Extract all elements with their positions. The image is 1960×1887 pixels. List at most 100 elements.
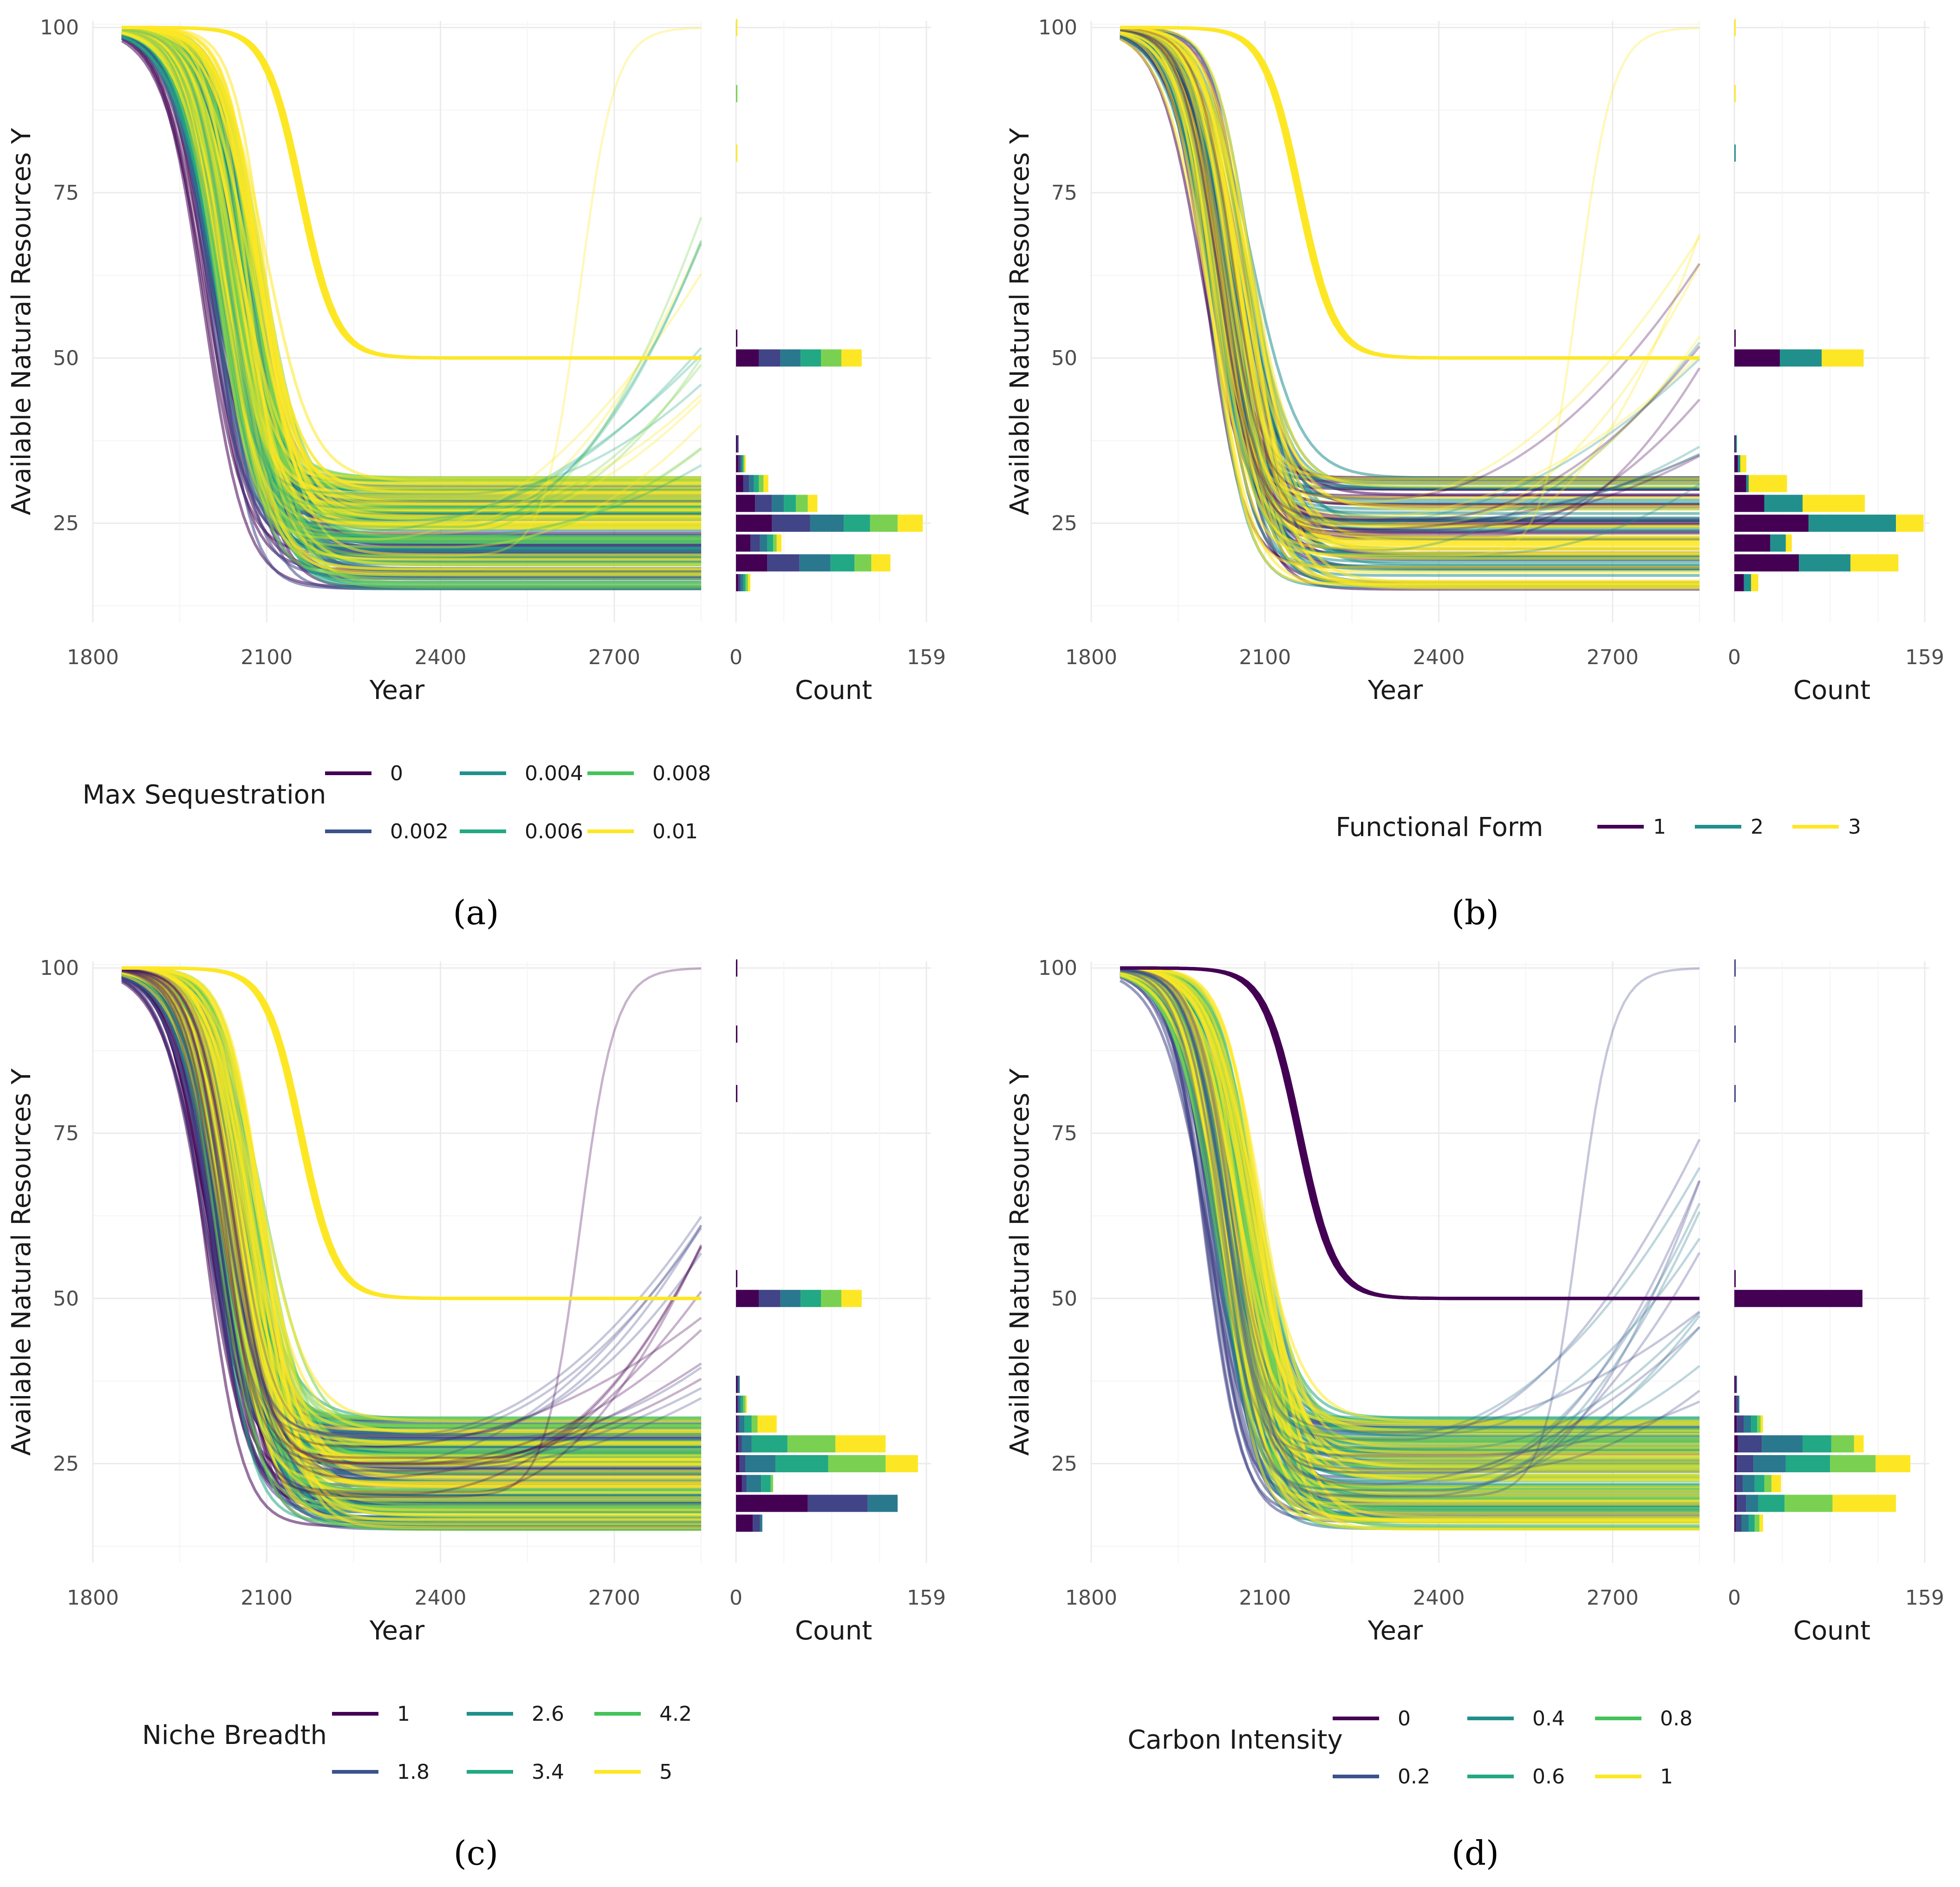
legend-label: 1 — [397, 1702, 410, 1726]
hist-x-axis-title: Count — [1793, 1616, 1870, 1646]
histogram-bar — [1784, 1495, 1833, 1512]
histogram-bar — [801, 1290, 821, 1307]
histogram-bar — [1734, 1435, 1738, 1453]
histogram-bar — [1751, 1415, 1757, 1433]
trajectory-line — [122, 28, 701, 522]
histogram-bar — [1734, 455, 1738, 472]
rising-trajectory-line — [1120, 28, 1700, 531]
trajectory-line — [122, 26, 701, 561]
y-tick-label: 75 — [53, 1122, 79, 1145]
legend-label: 0.4 — [1532, 1707, 1565, 1730]
rising-trajectory-line — [122, 969, 703, 1465]
histogram-bar — [784, 495, 796, 512]
histogram-bar — [736, 1085, 737, 1103]
histogram-bar — [1770, 534, 1786, 552]
histogram-bar — [1735, 1376, 1737, 1393]
legend-label: 1 — [1660, 1765, 1673, 1789]
histogram-bar — [810, 515, 844, 532]
trajectory-lines — [121, 26, 703, 590]
legend: Carbon Intensity 0 0.2 0.4 0.6 0.8 1 — [1127, 1707, 1693, 1789]
trajectory-line — [121, 971, 701, 1460]
histogram-bar — [830, 554, 855, 572]
histogram-bar — [736, 1025, 737, 1043]
histogram-bar — [736, 19, 737, 36]
histogram-bar — [736, 959, 737, 977]
histogram-bar — [743, 455, 745, 472]
histogram-bar — [1735, 1395, 1738, 1413]
histogram-bar — [776, 534, 781, 552]
trajectory-line — [121, 29, 701, 525]
panel-caption: (d) — [1452, 1834, 1499, 1873]
histogram-bar — [1738, 1395, 1739, 1413]
rising-trajectory-line — [122, 968, 702, 1466]
histogram-bar — [1734, 1085, 1736, 1103]
trajectory-line — [1120, 26, 1700, 488]
histogram-bar — [743, 475, 749, 492]
x-tick-label: 1800 — [1065, 646, 1117, 669]
histogram-bar — [770, 1475, 773, 1492]
histogram-bar — [1802, 1435, 1831, 1453]
y-tick-label: 100 — [1038, 16, 1077, 39]
hist-x-tick-label: 159 — [1905, 646, 1944, 669]
histogram-bar — [736, 435, 737, 453]
rising-trajectory-line — [122, 27, 702, 522]
histogram-bar — [736, 349, 759, 367]
histogram-bar — [736, 475, 743, 492]
histogram-bar — [737, 435, 739, 453]
rising-trajectory-line — [1120, 29, 1700, 521]
y-tick-label: 25 — [1051, 512, 1077, 535]
histogram-bar — [743, 574, 746, 592]
trajectory-line — [1120, 969, 1700, 1476]
x-tick-label: 1800 — [67, 646, 119, 669]
rising-trajectory-line — [122, 968, 702, 1473]
histogram-bar — [1734, 144, 1736, 162]
histogram-bar — [741, 1395, 743, 1413]
histogram-bar — [1734, 554, 1799, 572]
histogram-bar — [828, 1455, 886, 1473]
x-tick-label: 2700 — [1587, 1586, 1639, 1610]
trajectory-line — [122, 28, 701, 484]
rising-trajectory-line — [1120, 968, 1700, 1482]
x-tick-label: 2100 — [241, 1586, 293, 1610]
histogram-bar — [775, 1455, 828, 1473]
rising-trajectory-line — [122, 967, 702, 1440]
histogram-bar — [736, 554, 768, 572]
histogram-bar — [1734, 329, 1736, 347]
histogram-bar — [738, 1435, 742, 1453]
hist-x-tick-label: 0 — [1728, 1586, 1741, 1610]
panel-d: 25 50 75 100 1800 2100 2400 2700 0 159 Year Count Av… — [1005, 956, 1944, 1873]
trajectory-line — [1120, 29, 1700, 586]
histogram-bar — [751, 1415, 758, 1433]
hist-x-tick-label: 0 — [729, 1586, 742, 1610]
rising-trajectory-line — [1120, 29, 1700, 555]
histogram-bar — [745, 1455, 776, 1473]
histogram-bar — [841, 349, 862, 367]
histogram-bar — [821, 349, 841, 367]
histogram-bar — [738, 1395, 741, 1413]
trajectory-line — [121, 970, 701, 1489]
rising-trajectory-line — [122, 968, 703, 1464]
x-tick-label: 2400 — [1413, 646, 1465, 669]
x-tick-label: 2100 — [241, 646, 293, 669]
y-tick-label: 25 — [1051, 1452, 1077, 1476]
histogram-bar — [1808, 515, 1896, 532]
histogram-bar — [754, 475, 759, 492]
rising-trajectory-line — [122, 28, 702, 533]
histogram — [1734, 19, 1924, 592]
y-tick-label: 75 — [1051, 181, 1077, 205]
histogram-bar — [1831, 1435, 1854, 1453]
legend-label: 0.006 — [525, 820, 583, 843]
histogram-bar — [1764, 1475, 1771, 1492]
histogram-bar — [772, 495, 784, 512]
histogram-bar — [1740, 455, 1746, 472]
legend-label: 3 — [1848, 815, 1861, 839]
histogram-bar — [767, 534, 773, 552]
histogram-bar — [1737, 1495, 1746, 1512]
trajectory-line — [1120, 968, 1700, 1423]
highlight-trajectory-line — [122, 26, 701, 360]
histogram-bar — [1734, 495, 1765, 512]
histogram-bar — [736, 1415, 737, 1433]
rising-trajectory-line — [1120, 968, 1700, 1470]
rising-trajectory-line — [1120, 29, 1701, 503]
legend-label: 0.6 — [1532, 1765, 1565, 1789]
